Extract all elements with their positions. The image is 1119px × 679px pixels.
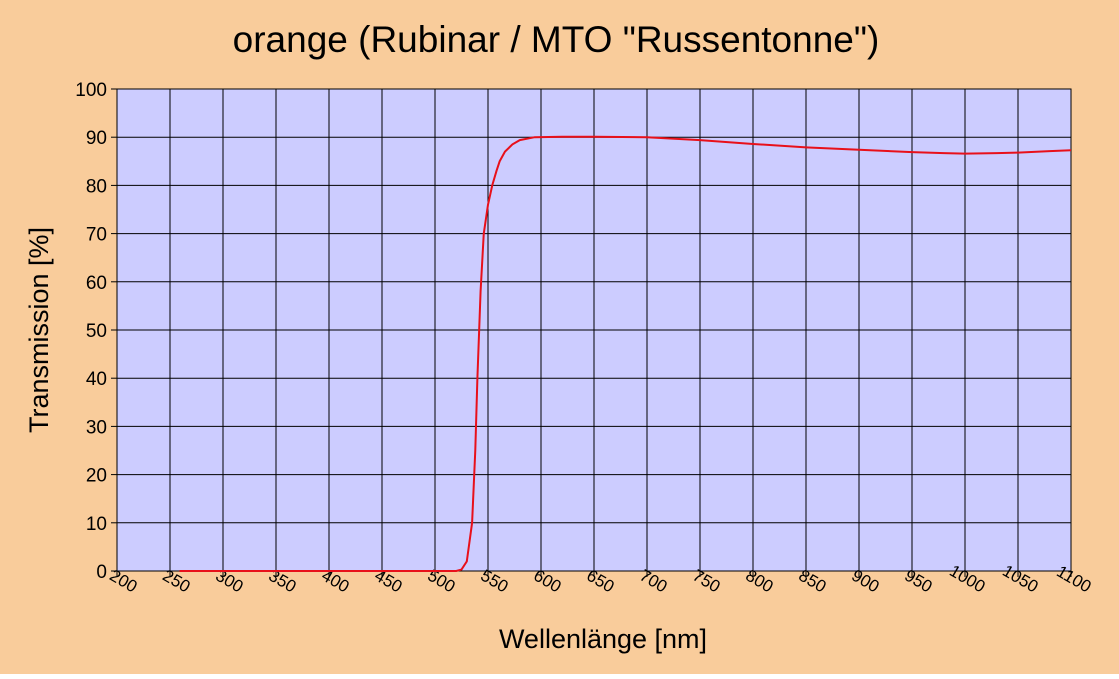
chart-title: orange (Rubinar / MTO "Russentonne") (233, 19, 880, 60)
data-line (179, 135, 1072, 572)
y-tick-label: 10 (86, 514, 107, 535)
y-tick-label: 80 (86, 176, 107, 197)
y-tick-label: 60 (86, 273, 107, 294)
x-axis-label: Wellenlänge [nm] (499, 624, 707, 654)
plot-border (116, 88, 1072, 572)
y-tick-label: 50 (86, 321, 107, 342)
y-axis-label: Transmission [%] (24, 227, 54, 433)
y-tick-label: 100 (75, 80, 107, 101)
y-tick-label: 20 (86, 466, 107, 487)
y-tick-label: 30 (86, 417, 107, 438)
y-tick-label: 0 (96, 562, 107, 583)
y-tick-label: 40 (86, 369, 107, 390)
y-tick-label: 90 (86, 128, 107, 149)
y-tick-label: 70 (86, 225, 107, 246)
